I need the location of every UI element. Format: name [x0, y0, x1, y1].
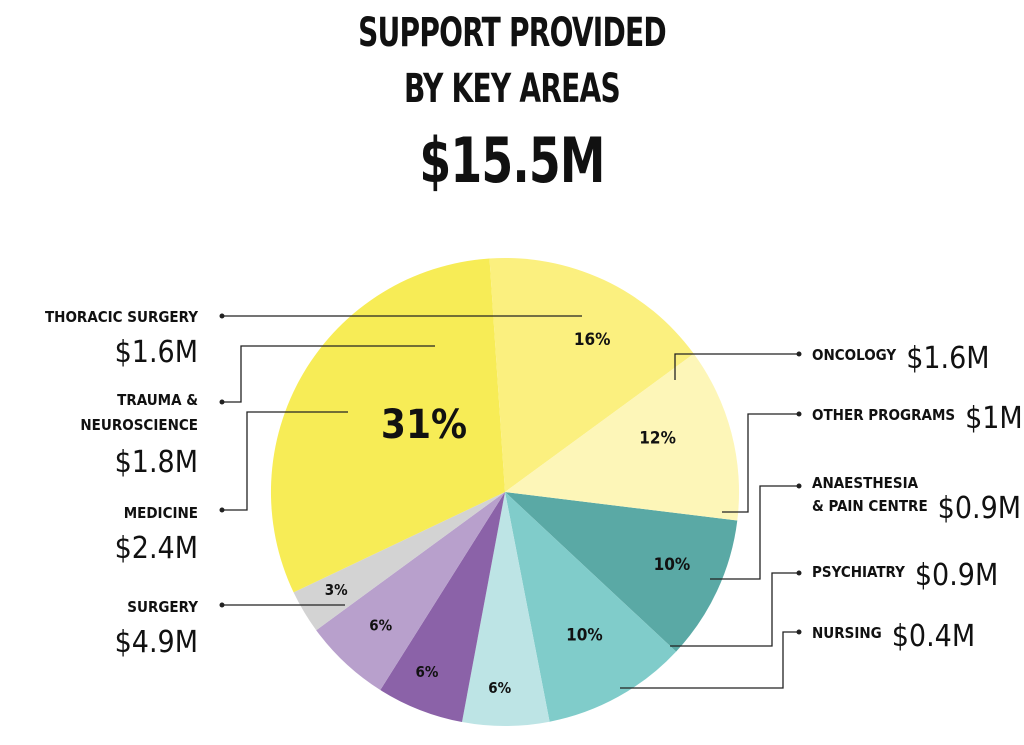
- pie-slice-anaesthesia-and-pain-centre: [380, 492, 505, 722]
- chart-title-line1: SUPPORT PROVIDED: [358, 10, 667, 56]
- callout-name-trauma-and-neuroscience: TRAUMA &: [117, 391, 198, 409]
- callout-amount-anaesthesia-and-pain-centre: $0.9M: [938, 491, 1021, 526]
- pct-label-surgery: 31%: [381, 402, 467, 448]
- callout-name-nursing: NURSING: [812, 624, 882, 642]
- pie-slice-nursing: [293, 492, 505, 631]
- chart-total: $15.5M: [419, 124, 605, 197]
- callout-name-psychiatry: PSYCHIATRY: [812, 563, 905, 581]
- pie-slice-thoracic-surgery: [505, 492, 738, 652]
- leader-dot-other-programs: [796, 411, 802, 417]
- callout-name-other-programs: OTHER PROGRAMS: [812, 406, 955, 424]
- pct-label-other-programs: 6%: [488, 679, 511, 697]
- callout-name-oncology: ONCOLOGY: [812, 346, 896, 364]
- leader-dot-medicine: [219, 507, 225, 513]
- leader-line-nursing: [620, 631, 799, 689]
- leader-dot-trauma-and-neuroscience: [219, 399, 225, 405]
- leader-dot-anaesthesia-and-pain-centre: [796, 483, 802, 489]
- chart-title-line2: BY KEY AREAS: [404, 66, 621, 112]
- callout-name-surgery: SURGERY: [127, 598, 198, 616]
- callout-name-trauma-and-neuroscience: NEUROSCIENCE: [80, 416, 198, 434]
- leader-line-other-programs: [722, 413, 799, 513]
- callout-amount-other-programs: $1M: [965, 401, 1023, 436]
- leader-dot-nursing: [796, 629, 802, 635]
- pie-slice-psychiatry: [316, 492, 505, 690]
- leader-dot-surgery: [219, 602, 225, 608]
- pie-slice-other-programs: [462, 492, 550, 726]
- callout-name-anaesthesia-and-pain-centre: ANAESTHESIA: [812, 474, 919, 492]
- callout-name-medicine: MEDICINE: [124, 504, 198, 522]
- pie-slice-trauma-and-neuroscience: [505, 353, 740, 521]
- pie-slice-surgery: [270, 258, 505, 593]
- pct-label-trauma-and-neuroscience: 12%: [639, 428, 676, 448]
- callout-amount-surgery: $4.9M: [115, 625, 198, 660]
- pct-label-psychiatry: 6%: [369, 617, 392, 635]
- leader-line-trauma-and-neuroscience: [222, 345, 435, 403]
- leader-dot-thoracic-surgery: [219, 313, 225, 319]
- pct-label-medicine: 16%: [574, 330, 611, 350]
- pie-slice-oncology: [505, 492, 677, 722]
- callout-amount-medicine: $2.4M: [115, 531, 198, 566]
- callout-amount-psychiatry: $0.9M: [915, 558, 998, 593]
- callout-name-anaesthesia-and-pain-centre: & PAIN CENTRE: [812, 497, 928, 515]
- pct-label-oncology: 10%: [566, 625, 603, 645]
- pct-label-thoracic-surgery: 10%: [654, 555, 691, 575]
- callout-amount-trauma-and-neuroscience: $1.8M: [115, 445, 198, 480]
- pct-label-nursing: 3%: [325, 581, 348, 599]
- leader-line-medicine: [222, 411, 348, 511]
- callout-amount-thoracic-surgery: $1.6M: [115, 335, 198, 370]
- leader-line-oncology: [674, 353, 799, 380]
- leader-dot-oncology: [796, 351, 802, 357]
- leader-line-anaesthesia-and-pain-centre: [710, 485, 799, 580]
- pct-label-anaesthesia-and-pain-centre: 6%: [416, 663, 439, 681]
- leader-line-psychiatry: [670, 572, 799, 647]
- callout-amount-oncology: $1.6M: [906, 341, 989, 376]
- callout-amount-nursing: $0.4M: [892, 619, 975, 654]
- leader-dot-psychiatry: [796, 570, 802, 576]
- callout-name-thoracic-surgery: THORACIC SURGERY: [45, 308, 198, 326]
